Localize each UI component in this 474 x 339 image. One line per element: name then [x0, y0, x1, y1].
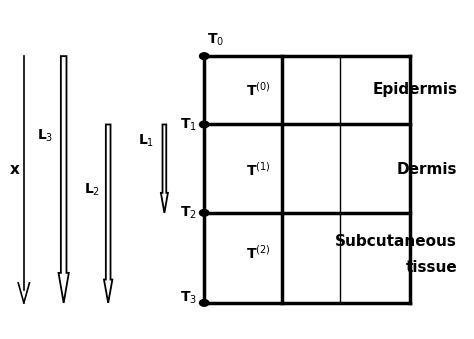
- Text: L$_3$: L$_3$: [37, 128, 53, 144]
- Text: Dermis: Dermis: [397, 162, 457, 177]
- Circle shape: [200, 210, 209, 216]
- Text: L$_1$: L$_1$: [137, 133, 154, 149]
- Text: Epidermis: Epidermis: [372, 82, 457, 97]
- Text: T$_3$: T$_3$: [180, 290, 197, 306]
- Text: x: x: [9, 162, 19, 177]
- Text: Subcutaneous: Subcutaneous: [335, 234, 457, 249]
- Circle shape: [200, 300, 209, 306]
- Text: T$_1$: T$_1$: [180, 116, 197, 133]
- Polygon shape: [58, 56, 69, 303]
- Polygon shape: [104, 124, 112, 303]
- Text: T$_2$: T$_2$: [181, 205, 197, 221]
- Circle shape: [200, 53, 209, 59]
- Text: T$^{(1)}$: T$^{(1)}$: [246, 161, 271, 178]
- Polygon shape: [161, 124, 168, 213]
- Circle shape: [200, 121, 209, 128]
- Text: tissue: tissue: [405, 260, 457, 275]
- Text: L$_2$: L$_2$: [84, 181, 100, 198]
- Text: T$^{(0)}$: T$^{(0)}$: [246, 81, 271, 98]
- Text: T$^{(2)}$: T$^{(2)}$: [246, 244, 271, 262]
- Text: T$_0$: T$_0$: [207, 32, 224, 48]
